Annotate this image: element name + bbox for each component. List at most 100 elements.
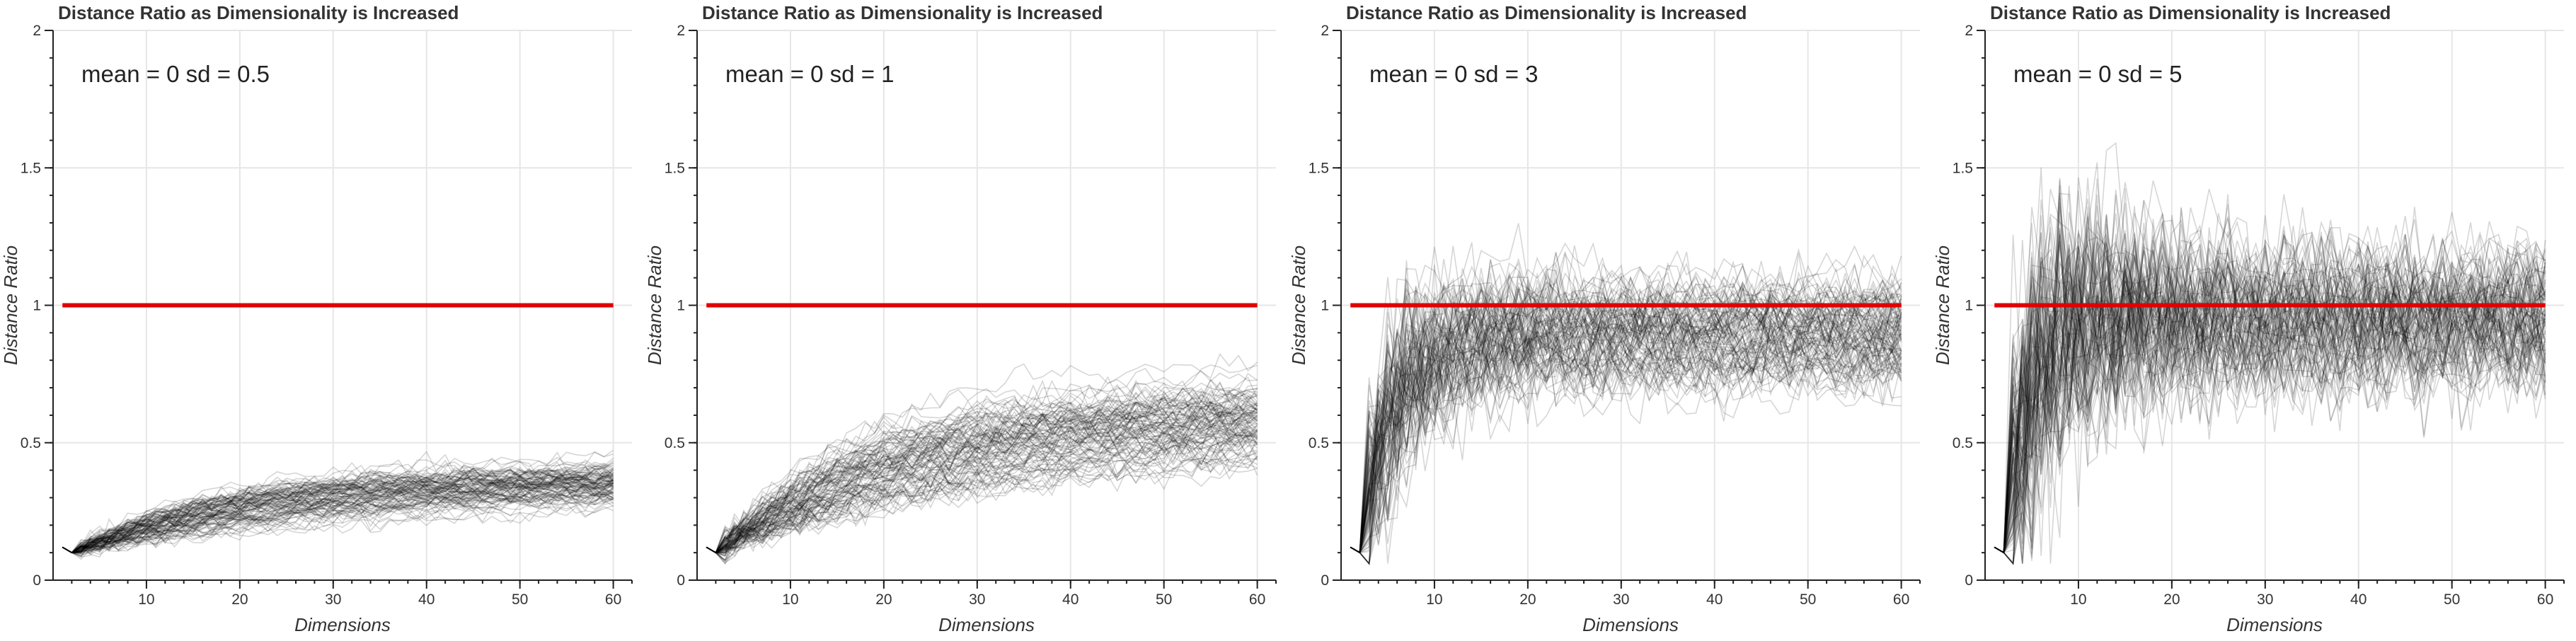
series-line	[1994, 234, 2546, 554]
series-line	[62, 489, 614, 554]
series-line	[1350, 311, 1902, 554]
chart-annotation: mean = 0 sd = 1	[725, 61, 895, 87]
chart-title: Distance Ratio as Dimensionality is Incr…	[1346, 2, 1747, 23]
series-line	[706, 411, 1258, 557]
series-line	[1350, 301, 1902, 554]
series-line	[1350, 281, 1902, 554]
series-line	[1350, 262, 1902, 565]
series-line	[1994, 279, 2546, 564]
chart-title: Distance Ratio as Dimensionality is Incr…	[702, 2, 1103, 23]
series-line	[1350, 359, 1902, 565]
series-line	[1350, 264, 1902, 554]
series-line	[62, 466, 614, 553]
series-line	[706, 413, 1258, 554]
series-line	[62, 476, 614, 553]
series-line	[62, 490, 614, 553]
series-line	[706, 410, 1258, 554]
series-line	[1350, 301, 1902, 553]
series-line	[706, 456, 1258, 564]
series-line	[1994, 247, 2546, 554]
x-tick-label: 30	[969, 591, 985, 608]
series-line	[62, 449, 614, 554]
series-line	[706, 352, 1258, 554]
series-line	[62, 493, 614, 555]
series-line	[1350, 325, 1902, 554]
series-line	[62, 474, 614, 555]
series-line	[706, 435, 1258, 554]
series-line	[1994, 263, 2546, 554]
series-line	[706, 419, 1258, 553]
series-line	[62, 471, 614, 554]
series-line	[706, 403, 1258, 553]
series-line	[62, 468, 614, 554]
series-line	[1350, 323, 1902, 554]
series-line	[1994, 162, 2546, 565]
series-line	[706, 439, 1258, 554]
series-line	[706, 405, 1258, 554]
series-line	[62, 463, 614, 554]
series-line	[706, 408, 1258, 554]
series-line	[62, 459, 614, 554]
series-line	[1994, 234, 2546, 554]
series-line	[1350, 278, 1902, 554]
series-line	[1350, 332, 1902, 554]
series-line	[62, 480, 614, 553]
series-line	[706, 444, 1258, 555]
y-axis-label: Distance Ratio	[1932, 246, 1953, 365]
series-line	[1994, 233, 2546, 554]
series-line	[62, 481, 614, 554]
series-line	[1994, 263, 2546, 554]
y-tick-label: 1.5	[665, 160, 685, 176]
series-line	[1994, 276, 2546, 554]
series-line	[706, 400, 1258, 554]
chart-title: Distance Ratio as Dimensionality is Incr…	[58, 2, 459, 23]
series-line	[706, 456, 1258, 554]
series-line	[62, 471, 614, 554]
series-line	[1994, 301, 2546, 554]
series-line	[62, 474, 614, 554]
series-line	[1350, 274, 1902, 554]
series-line	[62, 470, 614, 554]
series-line	[706, 456, 1258, 553]
y-tick-label: 2	[677, 23, 685, 39]
series-line	[1350, 320, 1902, 554]
series-line	[1350, 223, 1902, 554]
series-line	[706, 387, 1258, 554]
series-line	[706, 426, 1258, 553]
chart-svg: 0 0.5 1 1.5 2 10 20 30 40 50 60 Distance Ratio as D…	[0, 2, 633, 635]
series-line	[706, 416, 1258, 555]
series-line	[62, 490, 614, 553]
series-line	[62, 488, 614, 554]
series-line	[1350, 258, 1902, 554]
chart-annotation: mean = 0 sd = 0.5	[81, 61, 270, 87]
series-line	[1994, 236, 2546, 554]
y-tick-label: 1	[677, 298, 685, 314]
series-line	[62, 495, 614, 554]
series-line	[62, 503, 614, 558]
y-tick-label: 1	[33, 298, 41, 314]
series-line	[62, 470, 614, 554]
series-line	[62, 468, 614, 554]
series-line	[62, 491, 614, 554]
series-line	[62, 494, 614, 553]
series-line	[1994, 188, 2546, 554]
series-line	[1994, 219, 2546, 554]
chart-svg: 0 0.5 1 1.5 2 10 20 30 40 50 60 Distance Ratio as D…	[644, 2, 1277, 635]
series-line	[706, 408, 1258, 554]
series-line	[1994, 252, 2546, 554]
series-line	[1994, 241, 2546, 561]
series-line	[62, 465, 614, 554]
series-line	[62, 480, 614, 553]
series-line	[1994, 279, 2546, 558]
chart-svg: 0 0.5 1 1.5 2 10 20 30 40 50 60 Distance Ratio as D…	[1288, 2, 1921, 635]
y-axis-label: Distance Ratio	[0, 246, 21, 365]
series-line	[62, 487, 614, 554]
series-line	[1994, 194, 2546, 565]
series-line	[62, 487, 614, 553]
series-line	[62, 480, 614, 554]
series-line	[706, 395, 1258, 553]
series-line	[1350, 285, 1902, 554]
series-line	[1994, 258, 2546, 554]
series-line	[706, 400, 1258, 554]
series-line	[1994, 245, 2546, 554]
